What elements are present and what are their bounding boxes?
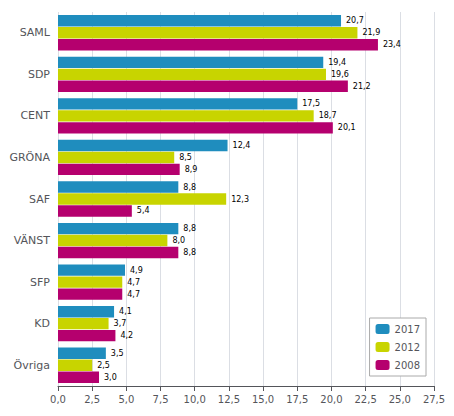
svg-text:4,2: 4,2 (120, 331, 133, 340)
svg-text:3,7: 3,7 (114, 319, 127, 328)
svg-text:KD: KD (34, 317, 50, 330)
svg-text:12,3: 12,3 (231, 195, 249, 204)
svg-text:5,4: 5,4 (137, 206, 150, 215)
svg-text:SDP: SDP (28, 68, 50, 81)
svg-text:SAML: SAML (20, 26, 51, 39)
svg-text:8,5: 8,5 (179, 153, 192, 162)
svg-text:23,4: 23,4 (383, 40, 401, 49)
svg-text:12,5: 12,5 (218, 394, 240, 405)
svg-text:3,0: 3,0 (104, 373, 117, 382)
svg-text:2008: 2008 (395, 360, 420, 371)
svg-text:21,9: 21,9 (362, 28, 380, 37)
svg-text:SFP: SFP (30, 276, 50, 289)
svg-text:20,1: 20,1 (338, 123, 356, 132)
svg-text:CENT: CENT (20, 109, 50, 122)
svg-text:8,8: 8,8 (183, 248, 196, 257)
svg-text:SAF: SAF (29, 193, 50, 206)
svg-text:4,9: 4,9 (130, 266, 143, 275)
svg-text:8,0: 8,0 (172, 236, 185, 245)
svg-text:8,8: 8,8 (183, 224, 196, 233)
svg-text:8,9: 8,9 (185, 165, 198, 174)
svg-text:2,5: 2,5 (97, 361, 110, 370)
svg-text:12,4: 12,4 (233, 141, 251, 150)
svg-text:27,5: 27,5 (423, 394, 445, 405)
svg-text:22,5: 22,5 (355, 394, 377, 405)
svg-text:20,0: 20,0 (320, 394, 342, 405)
svg-text:4,1: 4,1 (119, 307, 132, 316)
svg-text:0,0: 0,0 (50, 394, 66, 405)
svg-text:18,7: 18,7 (319, 111, 337, 120)
svg-text:2,5: 2,5 (84, 394, 100, 405)
svg-text:8,8: 8,8 (183, 183, 196, 192)
svg-text:4,7: 4,7 (127, 290, 140, 299)
svg-text:17,5: 17,5 (286, 394, 308, 405)
svg-text:3,5: 3,5 (111, 349, 124, 358)
svg-text:7,5: 7,5 (153, 394, 169, 405)
svg-text:21,2: 21,2 (353, 82, 371, 91)
svg-text:2012: 2012 (395, 342, 420, 353)
svg-text:25,0: 25,0 (389, 394, 411, 405)
svg-text:20,7: 20,7 (346, 16, 364, 25)
svg-text:5,0: 5,0 (118, 394, 134, 405)
svg-text:17,5: 17,5 (302, 99, 320, 108)
svg-text:GRÖNA: GRÖNA (9, 151, 50, 164)
svg-text:15,0: 15,0 (252, 394, 274, 405)
svg-text:VÄNST: VÄNST (14, 234, 51, 247)
svg-text:19,6: 19,6 (331, 70, 349, 79)
svg-text:4,7: 4,7 (127, 278, 140, 287)
svg-text:2017: 2017 (395, 324, 420, 335)
svg-text:Övriga: Övriga (14, 359, 50, 372)
svg-text:19,4: 19,4 (328, 58, 346, 67)
svg-text:10,0: 10,0 (184, 394, 206, 405)
